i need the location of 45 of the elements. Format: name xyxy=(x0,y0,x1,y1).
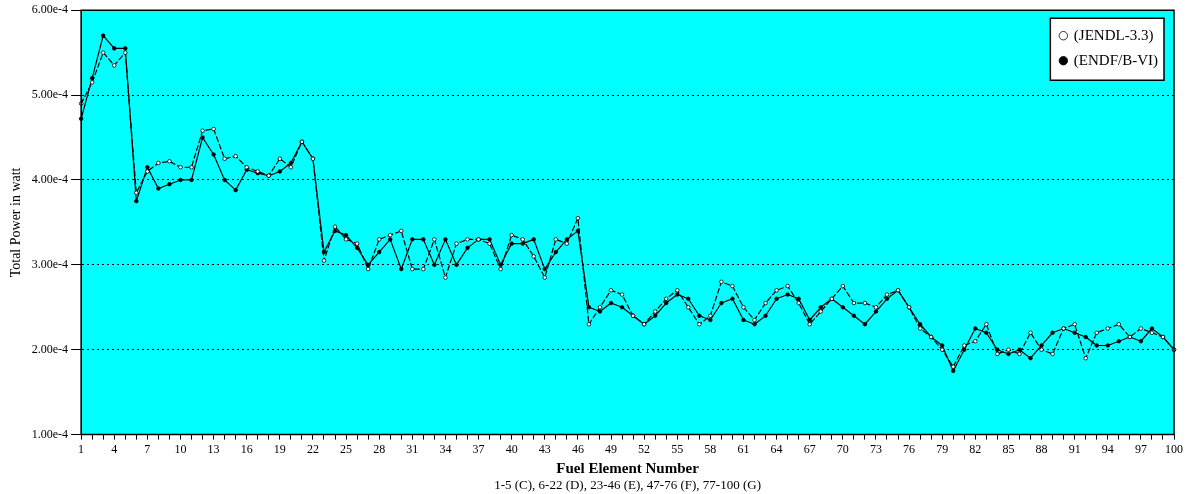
x-tick-label: 1 xyxy=(78,441,85,456)
x-tick-label: 58 xyxy=(704,441,717,456)
text: 1-5 (C), 6-22 (D), 23-46 (E), 47-76 (F), 77-100 (G) xyxy=(494,476,761,492)
x-axis-title: Fuel Element Number xyxy=(556,459,700,476)
x-tick-label: 28 xyxy=(373,441,386,456)
x-tick-label: 25 xyxy=(340,441,353,456)
x-tick-label: 13 xyxy=(207,441,220,456)
x-tick-label: 31 xyxy=(406,441,419,456)
y-axis-title: Total Power in watt xyxy=(8,167,24,278)
x-tick-label: 4 xyxy=(111,441,118,456)
x-tick-label: 70 xyxy=(836,441,849,456)
x-tick-label: 16 xyxy=(240,441,253,456)
x-tick-label: 49 xyxy=(605,441,617,456)
x-tick-label: 82 xyxy=(969,441,982,456)
y-tick-label: 2.00e-4 xyxy=(31,341,69,356)
x-tick-label: 43 xyxy=(538,441,551,456)
legend-label: (ENDF/B-VI) xyxy=(1073,51,1158,69)
x-tick-label: 61 xyxy=(737,441,750,456)
x-tick-label: 79 xyxy=(936,441,949,456)
x-tick-label: 55 xyxy=(671,441,684,456)
x-tick-label: 10 xyxy=(174,441,187,456)
x-tick-label: 97 xyxy=(1134,441,1147,456)
y-tick-label: 5.00e-4 xyxy=(31,87,69,102)
y-tick-label: 4.00e-4 xyxy=(31,172,69,187)
x-tick-label: 73 xyxy=(869,441,882,456)
x-tick-label: 67 xyxy=(803,441,816,456)
x-tick-label: 100 xyxy=(1165,441,1183,456)
x-tick-label: 85 xyxy=(1002,441,1015,456)
x-tick-label: 88 xyxy=(1035,441,1048,456)
x-tick-label: 34 xyxy=(439,441,452,456)
x-tick-label: 40 xyxy=(505,441,518,456)
x-tick-label: 19 xyxy=(273,441,286,456)
x-tick-label: 91 xyxy=(1068,441,1081,456)
x-tick-label: 64 xyxy=(770,441,783,456)
y-tick-label: 6.00e-4 xyxy=(31,2,69,17)
x-tick-label: 94 xyxy=(1101,441,1114,456)
y-tick-label: 3.00e-4 xyxy=(31,257,69,271)
x-tick-label: 76 xyxy=(903,441,916,456)
x-tick-label: 7 xyxy=(144,441,151,456)
x-tick-label: 46 xyxy=(571,441,584,456)
y-tick-label: 1.00e-4 xyxy=(31,426,69,441)
x-tick-label: 52 xyxy=(638,441,651,456)
legend-label: (JENDL-3.3) xyxy=(1073,26,1154,44)
x-tick-label: 22 xyxy=(306,441,319,456)
x-tick-label: 37 xyxy=(472,441,485,456)
